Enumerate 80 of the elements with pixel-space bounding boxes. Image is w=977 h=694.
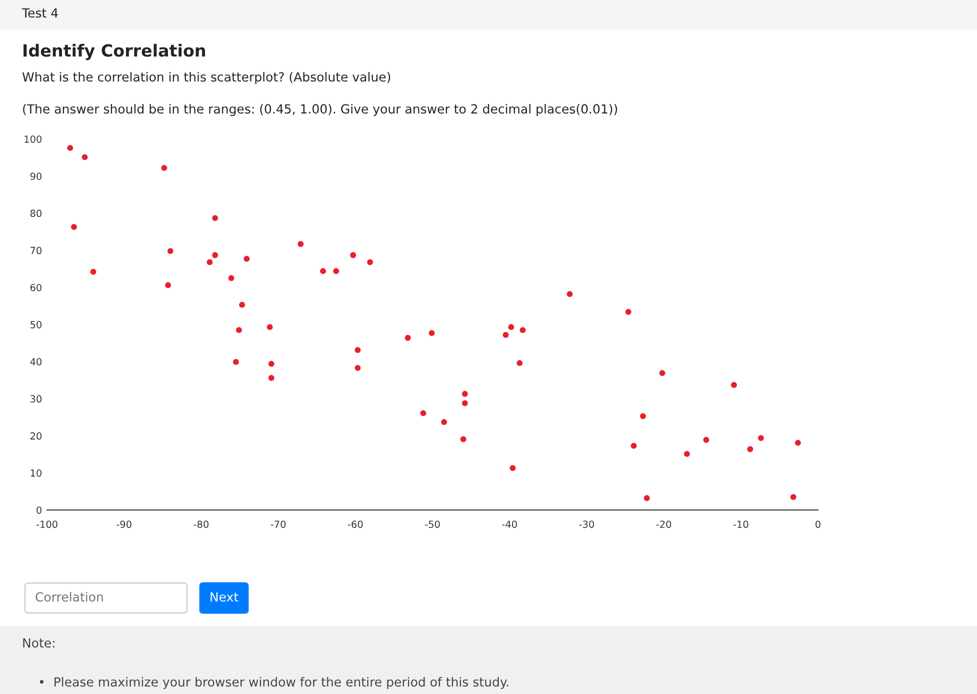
point — [790, 494, 796, 500]
point — [67, 144, 74, 151]
point — [268, 360, 274, 367]
text: Correlation — [36, 592, 103, 602]
text: Note: — [23, 638, 54, 648]
point — [428, 330, 435, 336]
x-tick-label: -60 — [348, 520, 363, 528]
point — [354, 364, 361, 371]
point — [354, 347, 361, 354]
y-tick-label: 80 — [30, 210, 42, 218]
point — [441, 419, 448, 426]
point — [747, 446, 754, 452]
point — [333, 268, 340, 274]
point — [644, 495, 650, 502]
point — [367, 259, 373, 266]
point — [212, 215, 218, 221]
point — [236, 327, 242, 334]
point — [640, 413, 646, 420]
point — [298, 241, 304, 247]
chart-title: Identify Correlation — [24, 44, 205, 60]
point — [82, 154, 88, 160]
point — [758, 435, 764, 441]
y-tick-label: 0 — [36, 506, 42, 514]
point — [266, 324, 273, 330]
text: (The answer should be in the ranges: (0.45, 1.00). Give your answer to 2 decimal places(0.01)) — [23, 104, 618, 116]
point — [630, 442, 637, 449]
text: Next — [210, 592, 238, 602]
chart-subtitle: What is the correlation in this scatterplot? (Absolute value) — [22, 72, 390, 84]
point — [731, 382, 737, 388]
point — [404, 334, 411, 341]
point — [684, 451, 690, 457]
point — [659, 370, 666, 376]
x-tick-label: -20 — [656, 520, 672, 528]
point — [350, 252, 356, 258]
point — [703, 436, 710, 443]
point — [320, 268, 326, 274]
x-tick-label: -50 — [425, 520, 440, 528]
point — [71, 224, 77, 230]
point — [161, 164, 168, 171]
x-tick-label: -10 — [733, 520, 748, 528]
point — [244, 256, 250, 262]
point — [625, 308, 632, 315]
point — [516, 360, 523, 366]
point — [508, 324, 514, 330]
y-tick-label: 70 — [30, 246, 42, 254]
point — [420, 410, 426, 416]
y-tick-label: 10 — [30, 469, 42, 477]
point — [228, 275, 234, 282]
point — [462, 400, 468, 406]
point — [167, 248, 174, 254]
point — [460, 436, 466, 442]
y-tick-label: 60 — [30, 284, 42, 292]
x-tick-label: -90 — [116, 520, 132, 528]
x-tick-label: -70 — [270, 520, 286, 528]
y-tick-label: 100 — [24, 135, 42, 143]
point — [165, 282, 171, 288]
point — [510, 465, 516, 472]
point — [239, 302, 246, 308]
x-tick-label: -100 — [36, 520, 58, 528]
point — [232, 359, 239, 365]
y-tick-label: 40 — [30, 358, 42, 366]
x-tick-label: -40 — [502, 520, 517, 528]
y-tick-label: 30 — [30, 395, 42, 403]
point — [462, 390, 468, 397]
y-tick-label: 90 — [30, 172, 42, 180]
point — [795, 440, 801, 446]
point — [212, 252, 218, 258]
x-tick-label: -80 — [194, 520, 208, 528]
text: Test 4 — [22, 8, 58, 18]
y-tick-label: 20 — [30, 432, 42, 440]
point — [90, 268, 96, 275]
point — [502, 332, 509, 338]
text: • Please maximize your browser window for the entire period of this study. — [40, 676, 508, 690]
y-tick-label: 50 — [30, 320, 42, 328]
point — [206, 259, 213, 266]
x-tick-label: -30 — [579, 520, 594, 528]
point — [520, 327, 526, 334]
point — [566, 291, 573, 298]
x-tick-label: 0 — [816, 520, 820, 528]
point — [268, 374, 274, 381]
